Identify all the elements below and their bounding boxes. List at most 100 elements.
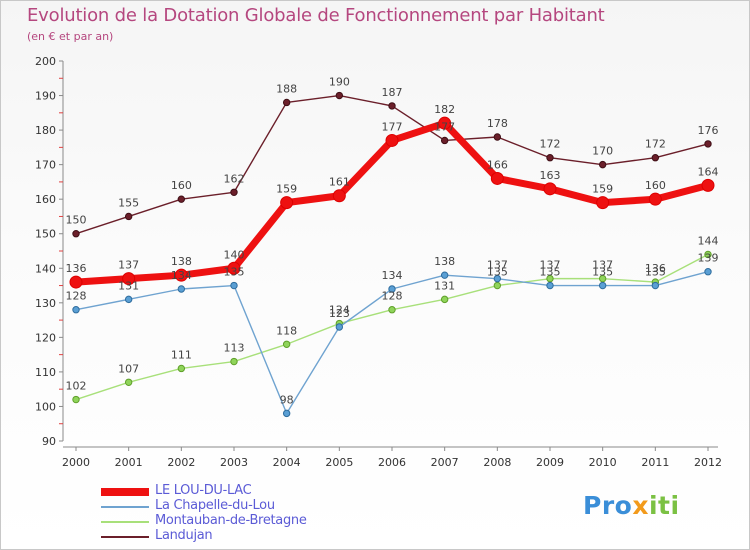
- data-label-le-lou-du-lac-2012: 164: [698, 165, 719, 178]
- data-label-la-chapelle-du-lou-2009: 135: [540, 266, 561, 279]
- data-label-le-lou-du-lac-2010: 159: [592, 183, 613, 196]
- y-tick-label-150: 150: [35, 228, 56, 241]
- x-tick-label-2010: 2010: [589, 456, 617, 469]
- x-tick-label-2000: 2000: [62, 456, 90, 469]
- y-tick-label-110: 110: [35, 366, 56, 379]
- data-label-la-chapelle-du-lou-2000: 128: [66, 290, 87, 303]
- y-tick-label-120: 120: [35, 331, 56, 344]
- data-label-le-lou-du-lac-2004: 159: [276, 183, 297, 196]
- data-point-la-chapelle-du-lou-2011: [651, 281, 660, 290]
- y-tick-label-180: 180: [35, 124, 56, 137]
- y-tick-label-170: 170: [35, 159, 56, 172]
- data-label-montauban-de-bretagne-2001: 107: [118, 362, 139, 375]
- data-point-montauban-de-bretagne-2002: [177, 364, 186, 373]
- data-point-le-lou-du-lac-2005: [332, 189, 346, 203]
- data-label-la-chapelle-du-lou-2006: 134: [382, 269, 403, 282]
- data-label-le-lou-du-lac-2002: 138: [171, 255, 192, 268]
- legend-label-landujan: Landujan: [155, 528, 213, 543]
- data-label-le-lou-du-lac-2005: 161: [329, 176, 350, 189]
- x-tick-label-2009: 2009: [536, 456, 564, 469]
- data-label-montauban-de-bretagne-2007: 131: [434, 279, 455, 292]
- data-point-montauban-de-bretagne-2008: [493, 281, 502, 290]
- x-tick-label-2011: 2011: [641, 456, 669, 469]
- data-point-le-lou-du-lac-2004: [280, 196, 294, 210]
- data-point-landujan-2010: [598, 160, 607, 169]
- data-label-landujan-2002: 160: [171, 179, 192, 192]
- data-label-landujan-2000: 150: [66, 214, 87, 227]
- data-label-le-lou-du-lac-2000: 136: [66, 262, 87, 275]
- data-point-le-lou-du-lac-2006: [385, 133, 399, 147]
- data-label-montauban-de-bretagne-2002: 111: [171, 348, 192, 361]
- data-label-montauban-de-bretagne-2008: 135: [487, 266, 508, 279]
- data-point-la-chapelle-du-lou-2005: [335, 323, 344, 331]
- data-point-la-chapelle-du-lou-2001: [124, 295, 133, 304]
- data-point-la-chapelle-du-lou-2000: [72, 306, 80, 314]
- data-label-la-chapelle-du-lou-2010: 135: [592, 266, 613, 279]
- data-label-la-chapelle-du-lou-2011: 135: [645, 266, 666, 279]
- legend-label-la-chapelle-du-lou: La Chapelle-du-Lou: [155, 498, 275, 513]
- logo-part-2: x: [632, 491, 649, 520]
- chart-subtitle: (en € et par an): [27, 30, 114, 43]
- x-tick-label-2001: 2001: [115, 456, 143, 469]
- data-point-le-lou-du-lac-2001: [122, 272, 136, 286]
- proxiti-logo: Proxiti: [583, 491, 680, 520]
- data-point-la-chapelle-du-lou-2003: [230, 281, 238, 290]
- data-point-landujan-2009: [546, 154, 554, 162]
- data-point-le-lou-du-lac-2003: [227, 261, 241, 275]
- legend-swatch-montauban-de-bretagne: [101, 521, 149, 523]
- x-tick-label-2008: 2008: [483, 456, 511, 469]
- legend-swatch-la-chapelle-du-lou: [101, 506, 149, 508]
- data-label-montauban-de-bretagne-2006: 128: [382, 290, 403, 303]
- data-point-la-chapelle-du-lou-2007: [440, 271, 449, 279]
- data-label-la-chapelle-du-lou-2003: 135: [224, 266, 245, 279]
- data-point-le-lou-du-lac-2010: [596, 196, 610, 210]
- logo-part-3: iti: [648, 491, 680, 520]
- x-tick-label-2003: 2003: [220, 456, 248, 469]
- data-point-la-chapelle-du-lou-2012: [704, 268, 712, 276]
- data-point-le-lou-du-lac-2008: [490, 171, 504, 185]
- logo-part-1: Pro: [583, 491, 633, 520]
- x-tick-label-2007: 2007: [431, 456, 459, 469]
- legend-swatch-landujan: [101, 536, 149, 538]
- legend-label-le-lou-du-lac: LE LOU-DU-LAC: [155, 483, 252, 498]
- y-tick-label-130: 130: [35, 297, 56, 310]
- data-label-la-chapelle-du-lou-2007: 138: [434, 255, 455, 268]
- series-line-landujan: [75, 94, 709, 235]
- data-labels-layer: 150 155 160 162 188 190 187 177 178 172 170 172 176 1…: [66, 76, 719, 407]
- y-tick-label-160: 160: [35, 193, 56, 206]
- data-label-le-lou-du-lac-2001: 137: [118, 259, 139, 272]
- data-label-le-lou-du-lac-2008: 166: [487, 158, 508, 171]
- data-label-montauban-de-bretagne-2012: 144: [698, 234, 719, 247]
- data-point-landujan-2012: [704, 140, 712, 148]
- data-point-la-chapelle-du-lou-2010: [598, 281, 607, 290]
- data-label-landujan-2011: 172: [645, 138, 666, 151]
- data-label-montauban-de-bretagne-2004: 118: [276, 324, 297, 337]
- data-label-le-lou-du-lac-2011: 160: [645, 179, 666, 192]
- legend-swatch-le-lou-du-lac: [101, 488, 149, 496]
- data-point-landujan-2001: [124, 212, 133, 221]
- data-point-montauban-de-bretagne-2004: [282, 340, 291, 348]
- y-tick-label-100: 100: [35, 400, 56, 413]
- data-point-le-lou-du-lac-2011: [648, 192, 662, 206]
- data-point-landujan-2006: [388, 102, 396, 110]
- data-point-montauban-de-bretagne-2000: [72, 395, 80, 404]
- data-point-la-chapelle-du-lou-2008: [493, 274, 502, 283]
- data-label-landujan-2003: 162: [224, 172, 245, 185]
- x-tick-label-2005: 2005: [325, 456, 353, 469]
- data-point-landujan-2007: [440, 136, 449, 145]
- y-tick-label-90: 90: [42, 435, 56, 448]
- data-label-montauban-de-bretagne-2011: 136: [645, 262, 666, 275]
- y-tick-label-200: 200: [35, 55, 56, 68]
- chart-title: Evolution de la Dotation Globale de Fonc…: [27, 5, 605, 26]
- series-layer: [69, 91, 715, 418]
- data-point-la-chapelle-du-lou-2004: [282, 409, 291, 418]
- data-point-montauban-de-bretagne-2006: [388, 306, 396, 314]
- data-label-landujan-2001: 155: [118, 196, 139, 209]
- legend-label-montauban-de-bretagne: Montauban-de-Bretagne: [155, 513, 307, 528]
- data-point-landujan-2005: [335, 91, 344, 100]
- data-point-la-chapelle-du-lou-2002: [177, 285, 186, 293]
- data-label-landujan-2007: 177: [434, 120, 455, 133]
- data-point-landujan-2002: [177, 195, 186, 203]
- data-point-landujan-2011: [651, 154, 660, 162]
